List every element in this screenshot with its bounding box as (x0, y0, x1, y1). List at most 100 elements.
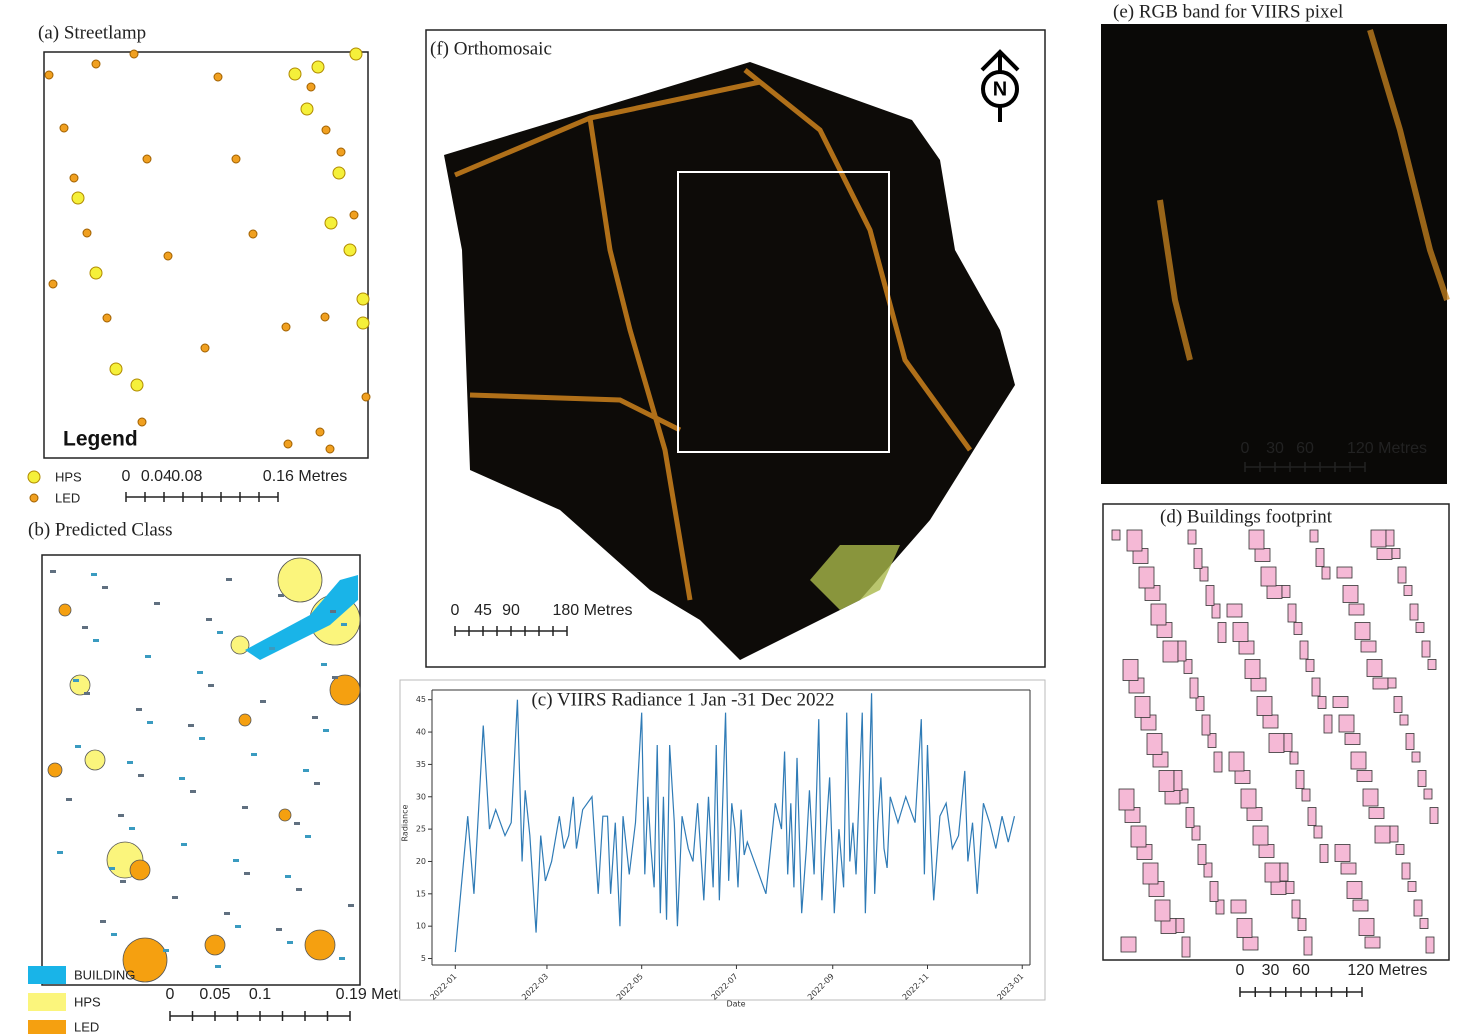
class-region (321, 663, 327, 666)
building (1251, 678, 1266, 691)
class-region (84, 692, 90, 695)
class-region (233, 859, 239, 862)
streetlamp (143, 155, 151, 163)
building (1367, 660, 1382, 677)
class-region (109, 867, 115, 870)
streetlamp (350, 211, 358, 219)
class-region (244, 872, 250, 875)
building (1312, 678, 1320, 696)
class-region (145, 655, 151, 658)
building (1284, 734, 1292, 752)
building (1337, 567, 1352, 578)
scale-label: 0 (122, 468, 131, 485)
scale-label: 0 (1236, 962, 1245, 979)
class-region (100, 920, 106, 923)
class-region (73, 679, 79, 682)
legend-label: LED (74, 1019, 99, 1034)
streetlamp (232, 155, 240, 163)
class-region (85, 750, 105, 770)
legend-label: HPS (55, 469, 82, 484)
class-region (314, 782, 320, 785)
building (1192, 826, 1200, 840)
building (1406, 734, 1414, 750)
scale-label: 90 (502, 602, 520, 619)
class-region (120, 880, 126, 883)
building (1235, 771, 1250, 784)
chart-frame (400, 680, 1045, 1000)
legend-title: Legend (63, 428, 138, 451)
scale-label: 0.08 (171, 468, 202, 485)
building (1182, 937, 1190, 957)
y-tick-label: 40 (416, 728, 426, 737)
scale-label: 0.16 Metres (263, 468, 347, 485)
class-region (57, 851, 63, 854)
class-region (179, 777, 185, 780)
building (1206, 586, 1214, 606)
building (1241, 789, 1256, 808)
building (1308, 808, 1316, 826)
building (1296, 771, 1304, 789)
class-region (303, 769, 309, 772)
building-footprints (1112, 530, 1438, 957)
class-region (172, 896, 178, 899)
building (1420, 919, 1428, 929)
panel-title: (f) Orthomosaic (430, 38, 552, 59)
building (1388, 678, 1396, 688)
building (1208, 734, 1216, 748)
class-region (147, 721, 153, 724)
streetlamp (357, 317, 369, 329)
streetlamp (92, 60, 100, 68)
legend-symbol (28, 471, 40, 483)
building (1418, 771, 1426, 787)
building (1229, 752, 1244, 771)
class-region (215, 965, 221, 968)
building (1271, 882, 1286, 895)
class-region (130, 860, 150, 880)
class-region (339, 957, 345, 960)
building (1186, 808, 1194, 828)
class-region (296, 888, 302, 891)
building (1422, 641, 1430, 657)
building (1200, 567, 1208, 581)
building (1386, 530, 1394, 546)
building (1237, 919, 1252, 938)
building (1302, 789, 1310, 801)
scale-label: 0.04 (141, 468, 172, 485)
building (1198, 845, 1206, 865)
building (1196, 697, 1204, 711)
building (1333, 697, 1348, 708)
building (1398, 567, 1406, 583)
building (1402, 863, 1410, 879)
class-region (269, 647, 275, 650)
streetlamp (131, 379, 143, 391)
building (1194, 549, 1202, 569)
building (1247, 808, 1262, 821)
scale-bar: 04590180 Metres (451, 602, 633, 636)
scale-label: 30 (1266, 440, 1284, 457)
y-tick-label: 35 (416, 760, 426, 769)
building (1424, 789, 1432, 799)
streetlamp (289, 68, 301, 80)
scale-bar: 00.050.10.19 Metres (166, 986, 421, 1021)
building (1357, 771, 1372, 782)
panel-title: (a) Streetlamp (38, 22, 146, 43)
class-region (82, 626, 88, 629)
streetlamp (130, 50, 138, 58)
class-map (48, 558, 360, 982)
streetlamp (103, 314, 111, 322)
x-axis-label: Date (726, 1000, 745, 1009)
y-tick-label: 45 (416, 695, 426, 704)
y-tick-label: 20 (416, 857, 426, 866)
building (1243, 937, 1258, 950)
building (1345, 734, 1360, 745)
class-region (197, 671, 203, 674)
building (1320, 845, 1328, 863)
building (1306, 660, 1314, 672)
building (1263, 715, 1278, 728)
building (1265, 863, 1280, 882)
building (1349, 604, 1364, 615)
class-region (323, 729, 329, 732)
building (1176, 919, 1184, 933)
streetlamp (307, 83, 315, 91)
